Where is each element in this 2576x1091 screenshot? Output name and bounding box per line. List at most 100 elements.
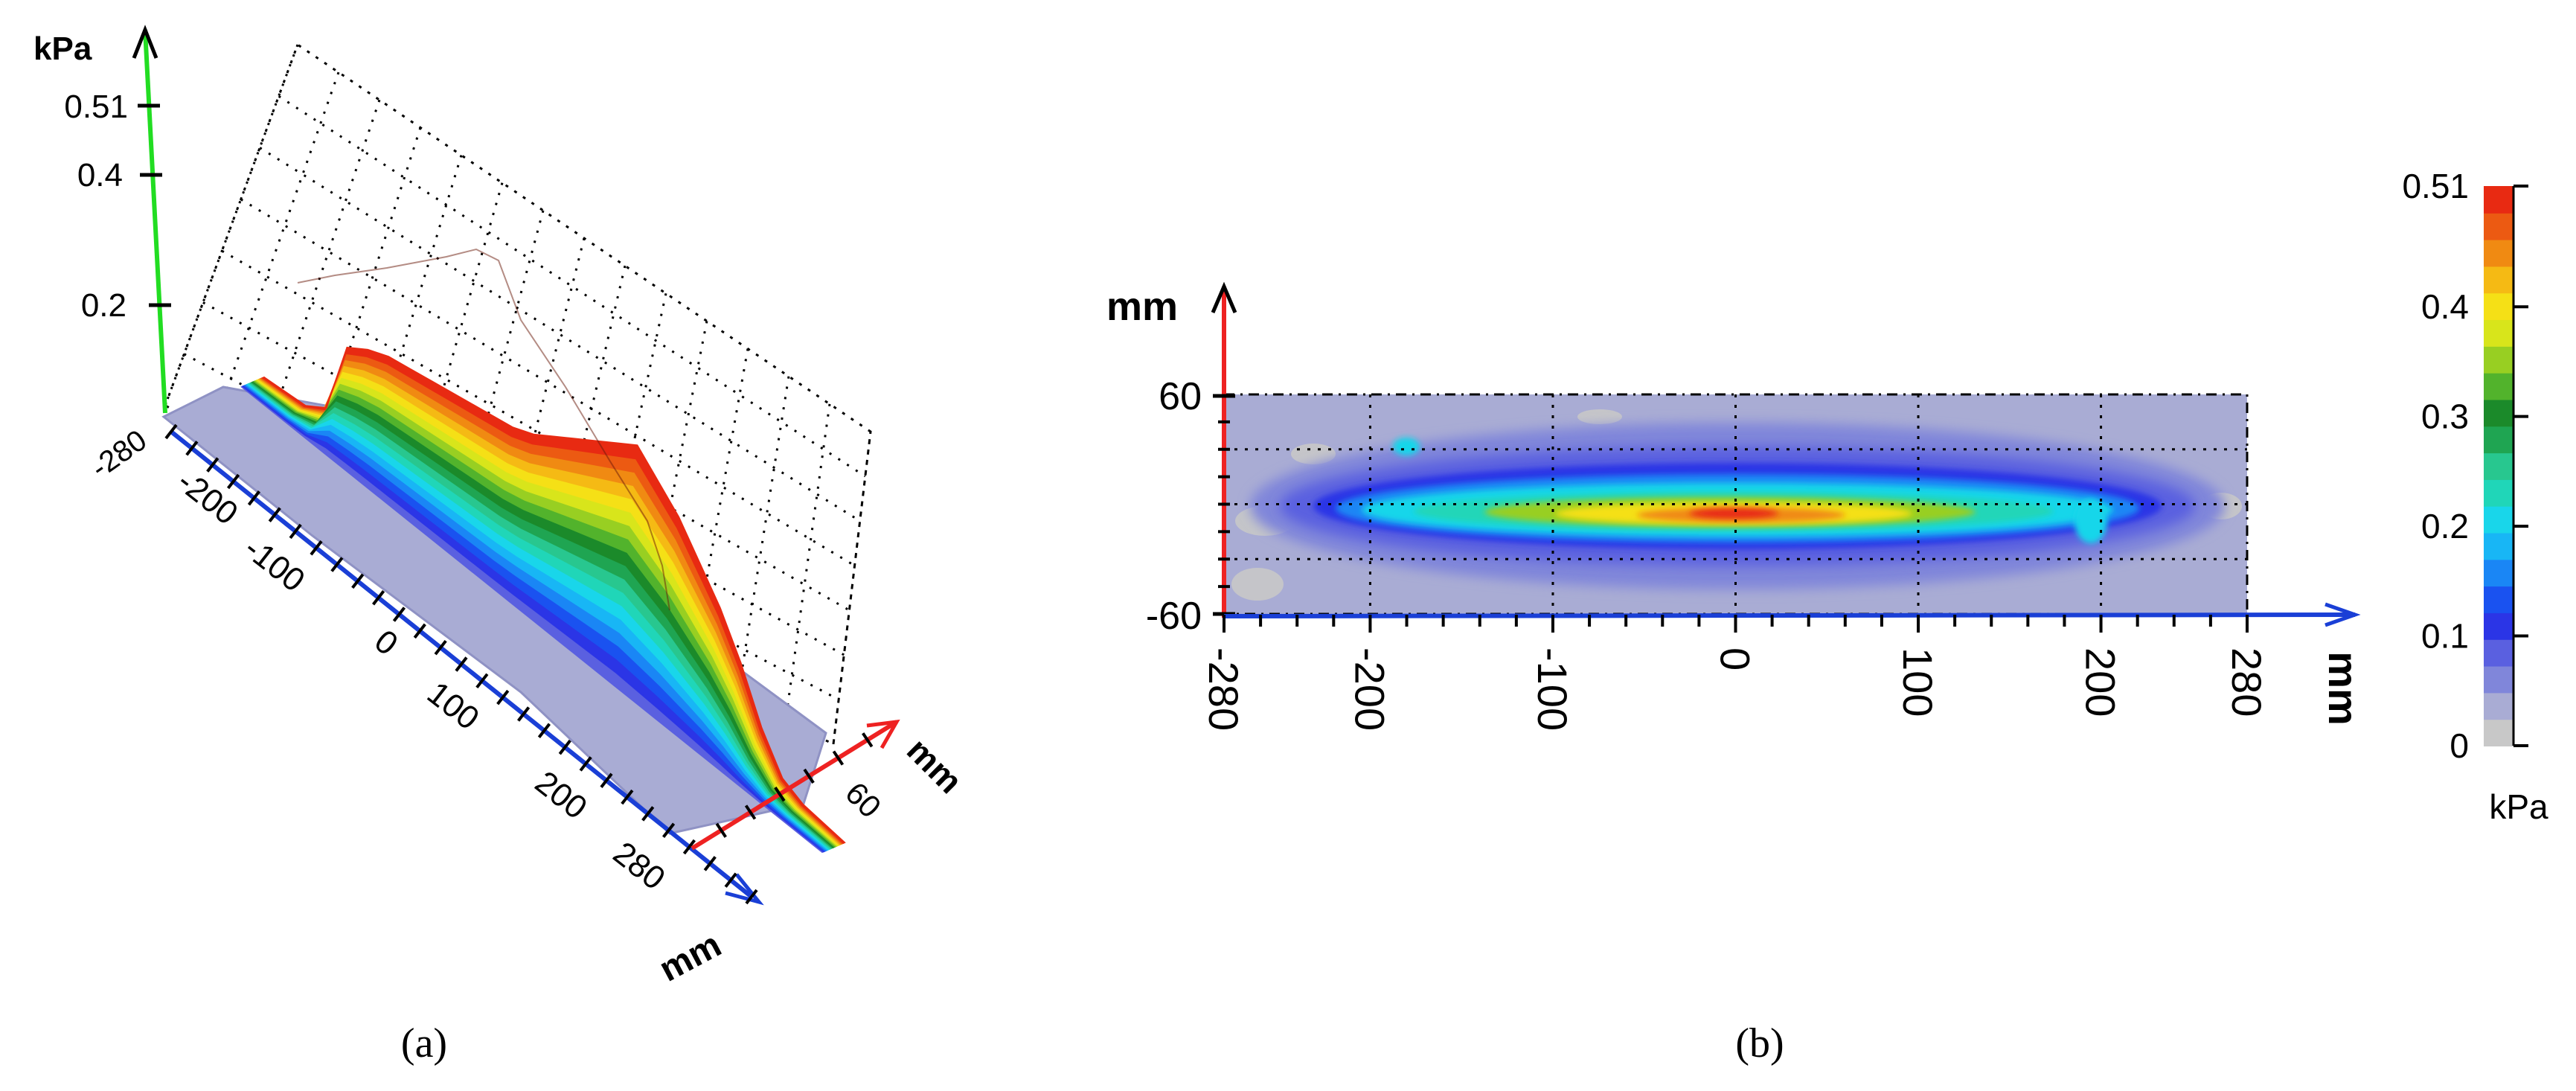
panel-a-x-minor-tick bbox=[516, 706, 531, 722]
panel-a-grid-line bbox=[278, 95, 866, 478]
panel-a-z-label: kPa bbox=[33, 31, 92, 67]
panel-a-x-minor-tick bbox=[455, 656, 468, 672]
panel-b-y-axis: 60 -60 mm bbox=[1106, 281, 1237, 638]
panel-a-x-tick-label: 0 bbox=[368, 623, 404, 663]
panel-b-plot-area bbox=[1223, 393, 2249, 615]
panel-a-x-minor-tick bbox=[475, 673, 489, 689]
panel-a-y-minor-tick bbox=[832, 750, 845, 766]
panel-a-z-axis-line bbox=[143, 29, 167, 414]
panel-b-y-axis-arrow bbox=[1211, 281, 1237, 313]
panel-b-x-tick-label: 100 bbox=[1894, 647, 1941, 717]
panel-a-z-tick: 0.2 bbox=[81, 287, 171, 324]
colorbar-block bbox=[2484, 692, 2513, 720]
panel-a-x-minor-tick bbox=[247, 490, 261, 506]
panel-a-grid-line bbox=[240, 198, 856, 567]
panel-a-x-minor-tick bbox=[164, 423, 178, 440]
panel-a-y-axis-arrow bbox=[866, 719, 900, 749]
panel-a-y-axis-line bbox=[691, 720, 898, 851]
colorbar-ticks: 0 0.1 0.2 0.3 0.4 0.51 bbox=[2402, 167, 2528, 765]
panel-b-x-tick-label: 280 bbox=[2223, 647, 2270, 717]
panel-a-grid-line bbox=[211, 71, 340, 430]
panel-a-x-minor-tick bbox=[558, 739, 571, 755]
panel-a-grid-line bbox=[784, 403, 831, 720]
panel-a-surface bbox=[161, 248, 846, 854]
caption-a: (a) bbox=[401, 1020, 447, 1066]
colorbar-tick-label: 0.3 bbox=[2421, 397, 2469, 436]
colorbar-tick-label: 0.2 bbox=[2421, 507, 2469, 546]
colorbar-block bbox=[2484, 292, 2513, 321]
panel-b-x-tick-label: -100 bbox=[1529, 647, 1576, 731]
colorbar-label: kPa bbox=[2489, 787, 2548, 826]
panel-b-x-tick-label: 0 bbox=[1712, 647, 1759, 671]
panel-a-x-minor-tick bbox=[745, 889, 758, 905]
panel-b-x-minor-ticks bbox=[1223, 615, 2249, 633]
panel-a-x-minor-tick bbox=[496, 689, 510, 706]
panel-b-contour bbox=[1393, 438, 1420, 455]
panel-b-x-axis-line bbox=[1223, 612, 2356, 618]
panel-a-surface-crest bbox=[297, 248, 670, 611]
colorbar-block bbox=[2484, 266, 2513, 294]
panel-a-x-tick-label: 100 bbox=[420, 675, 486, 738]
panel-a-x-minor-tick bbox=[371, 589, 385, 606]
colorbar-block bbox=[2484, 612, 2513, 640]
panel-a-x-minor-tick bbox=[724, 872, 737, 888]
panel-a-z-tick: 0.4 bbox=[77, 157, 162, 193]
panel-b-colorbar: 0 0.1 0.2 0.3 0.4 0.51 kPa bbox=[2402, 167, 2548, 826]
panel-a-x-minor-tick bbox=[351, 573, 365, 589]
panel-a-z-tick-label: 0.4 bbox=[77, 157, 123, 193]
panel-a-z-axis-arrow bbox=[132, 25, 158, 59]
panel-b-y-minor-ticks bbox=[1218, 420, 1230, 589]
colorbar-block bbox=[2484, 239, 2513, 267]
panel-b-x-tick-label: 200 bbox=[2077, 647, 2124, 717]
panel-a-y-minor-tick bbox=[803, 768, 815, 784]
panel-b-x-label: mm bbox=[2320, 651, 2367, 726]
panel-a-x-minor-tick bbox=[537, 723, 551, 739]
panel-b-contour bbox=[1689, 508, 1778, 519]
panel-a-x-minor-tick bbox=[621, 789, 634, 805]
colorbar-block bbox=[2484, 639, 2513, 667]
panel-a-y-minor-tick bbox=[744, 804, 757, 820]
panel-a-x-minor-tick bbox=[682, 839, 696, 855]
colorbar-block bbox=[2484, 345, 2513, 374]
panel-a-x-minor-tick bbox=[206, 457, 220, 473]
panel-a-surface-bands bbox=[240, 346, 846, 854]
panel-a-x-minor-tick bbox=[310, 540, 323, 556]
colorbar-block bbox=[2484, 212, 2513, 240]
panel-a-x-minor-tick bbox=[413, 623, 426, 639]
panel-a-x-tick-label: 280 bbox=[606, 835, 672, 898]
colorbar-block bbox=[2484, 186, 2513, 214]
panel-a-y-label: mm bbox=[900, 730, 970, 801]
panel-a-x-minor-ticks bbox=[164, 423, 758, 905]
panel-a-x-minor-tick bbox=[434, 639, 447, 656]
panel-b-heatmap-chart: 60 -60 mm -280 -200 -100 0 100 200 280 mm 0 0.1… bbox=[1106, 167, 2548, 826]
panel-b-x-axis-arrow bbox=[2325, 602, 2361, 627]
panel-b-y-tick-label: 60 bbox=[1159, 375, 1202, 418]
panel-b-x-axis: -280 -200 -100 0 100 200 280 mm bbox=[1200, 602, 2367, 731]
panel-b-contour bbox=[2074, 499, 2107, 543]
colorbar-block bbox=[2484, 452, 2513, 480]
panel-b-x-tick-labels: -280 -200 -100 0 100 200 280 bbox=[1200, 647, 2270, 731]
panel-a-x-tick-label: 200 bbox=[528, 764, 594, 827]
colorbar-block bbox=[2484, 372, 2513, 400]
panel-a-y-minor-tick bbox=[774, 787, 786, 802]
panel-a-x-tick-label: -100 bbox=[237, 530, 312, 599]
colorbar-tick-label: 0 bbox=[2450, 726, 2469, 765]
panel-a-x-minor-tick bbox=[579, 756, 592, 772]
colorbar-block bbox=[2484, 479, 2513, 507]
panel-a-x-tick-label: -280 bbox=[85, 423, 153, 484]
colorbar-block bbox=[2484, 586, 2513, 613]
panel-a-surface-chart: kPa 0.51 0.4 0.2 -280 -200 -100 0 100 20… bbox=[33, 25, 970, 990]
colorbar-block bbox=[2484, 719, 2513, 746]
panel-a-x-label: mm bbox=[653, 925, 728, 990]
colorbar-block bbox=[2484, 532, 2513, 560]
panel-a-z-tick-label: 0.51 bbox=[64, 89, 128, 125]
panel-a-y-minor-tick bbox=[715, 822, 727, 838]
panel-a-x-minor-tick bbox=[641, 806, 655, 822]
caption-b: (b) bbox=[1735, 1020, 1784, 1066]
panel-b-x-tick-label: -280 bbox=[1200, 647, 1247, 731]
panel-a-x-minor-tick bbox=[703, 856, 717, 871]
colorbar-block bbox=[2484, 559, 2513, 587]
panel-b-y-label: mm bbox=[1106, 284, 1178, 329]
colorbar-block bbox=[2484, 505, 2513, 534]
